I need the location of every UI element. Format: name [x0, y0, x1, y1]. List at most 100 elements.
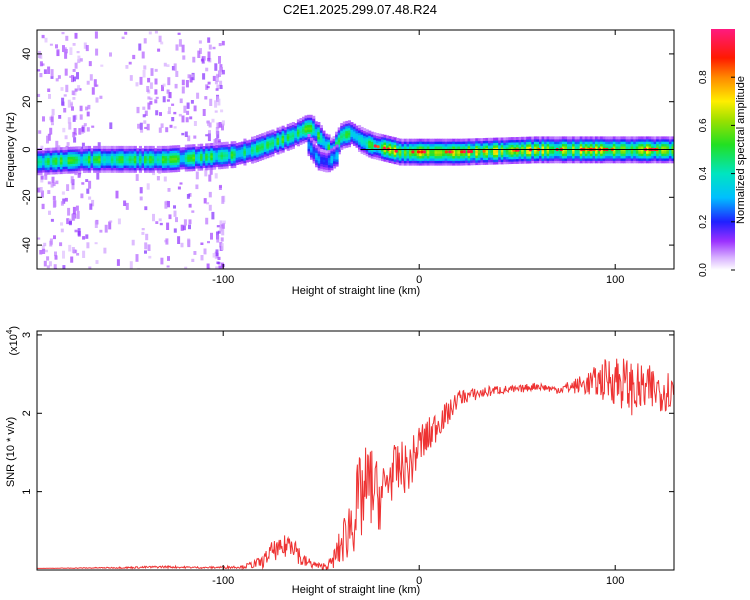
heat-cell: [335, 134, 339, 138]
heat-cell: [587, 155, 591, 159]
heat-cell: [541, 150, 545, 154]
heat-cell: [597, 160, 601, 164]
heat-cell: [238, 147, 242, 150]
heat-cell: [90, 160, 94, 164]
heat-cell: [131, 148, 135, 152]
heat-cell: [460, 160, 464, 164]
heat-cell: [166, 162, 170, 166]
heat-cell: [406, 162, 410, 166]
heat-cell: [251, 151, 255, 155]
heat-cell: [299, 120, 303, 124]
heat-cell: [640, 155, 644, 159]
heat-speckle: [48, 94, 51, 99]
heat-speckle: [185, 117, 189, 123]
heat-cell: [62, 159, 66, 162]
heat-cell: [495, 137, 499, 141]
heat-cell: [444, 160, 448, 164]
heat-cell: [401, 155, 405, 159]
heat-cell: [587, 153, 591, 157]
heat-cell: [393, 154, 397, 157]
heat-cell: [164, 153, 168, 157]
heat-cell: [131, 145, 135, 149]
heat-cell: [646, 136, 650, 140]
heat-cell: [317, 162, 321, 166]
heat-speckle: [81, 142, 85, 150]
heat-cell: [294, 139, 298, 143]
heat-cell: [539, 136, 543, 140]
heat-cell: [136, 157, 140, 161]
heat-cell: [592, 138, 596, 142]
heat-cell: [523, 153, 527, 157]
heat-cell: [500, 147, 504, 150]
heat-cell: [243, 157, 247, 161]
heat-cell: [416, 141, 420, 145]
heat-cell: [263, 146, 267, 150]
heat-cell: [80, 148, 84, 152]
heat-cell: [166, 164, 170, 168]
heat-cell: [187, 151, 191, 155]
heat-cell: [174, 152, 178, 156]
heat-cell: [567, 143, 571, 147]
heat-cell: [643, 153, 647, 157]
heat-cell: [294, 137, 298, 141]
heat-cell: [121, 145, 125, 149]
heat-cell: [607, 157, 611, 161]
heat-cell: [37, 169, 41, 173]
heat-cell: [661, 160, 665, 164]
heat-cell: [197, 165, 201, 169]
heat-speckle: [64, 135, 68, 140]
heat-cell: [59, 166, 63, 170]
heat-cell: [500, 137, 504, 141]
heat-peak: [382, 146, 386, 150]
heat-cell: [365, 141, 369, 145]
heat-cell: [123, 148, 127, 152]
heat-speckle: [61, 32, 65, 35]
heat-cell: [462, 153, 466, 156]
heat-cell: [276, 149, 280, 153]
heat-speckle: [38, 130, 42, 134]
heat-cell: [498, 149, 502, 153]
heat-cell: [320, 161, 324, 164]
heat-cell: [577, 157, 581, 161]
heat-speckle: [147, 77, 151, 83]
heat-cell: [559, 153, 563, 157]
heat-cell: [187, 161, 191, 165]
heat-cell: [156, 160, 160, 164]
heat-cell: [315, 149, 319, 153]
heat-cell: [103, 155, 107, 159]
heat-speckle: [63, 108, 67, 113]
heat-cell: [375, 135, 379, 139]
heat-cell: [200, 150, 204, 154]
heat-cell: [628, 145, 632, 149]
heat-speckle: [146, 123, 150, 131]
heat-cell: [612, 155, 616, 159]
heat-cell: [582, 155, 586, 159]
heat-cell: [414, 143, 418, 147]
heat-cell: [169, 155, 173, 159]
heat-cell: [579, 145, 583, 149]
heat-cell: [505, 156, 509, 160]
heat-cell: [192, 158, 196, 162]
heat-cell: [141, 167, 145, 171]
heat-cell: [510, 156, 514, 160]
heat-cell: [546, 155, 550, 159]
heat-cell: [281, 125, 285, 129]
heat-cell: [551, 143, 555, 147]
heat-cell: [291, 124, 295, 128]
heat-speckle: [187, 238, 191, 246]
heat-cell: [291, 138, 295, 142]
heat-cell: [536, 136, 540, 140]
heat-cell: [477, 162, 481, 166]
heat-cell: [577, 136, 581, 140]
heat-cell: [663, 138, 667, 142]
heat-peak: [482, 149, 486, 153]
heat-cell: [327, 169, 331, 173]
heat-cell: [116, 155, 120, 159]
heat-cell: [72, 146, 76, 150]
heat-cell: [378, 133, 382, 137]
heat-speckle: [203, 248, 207, 255]
heat-cell: [268, 144, 272, 148]
heat-cell: [95, 167, 99, 171]
heat-cell: [90, 167, 94, 171]
heat-speckle: [155, 110, 159, 116]
